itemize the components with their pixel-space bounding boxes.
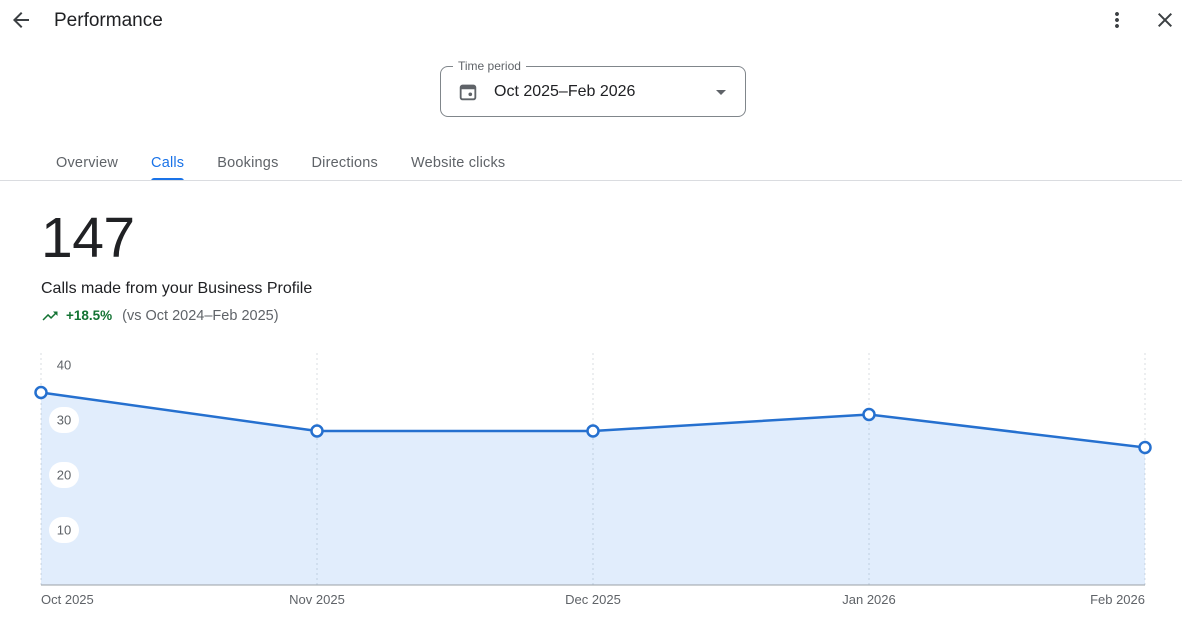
chart-point-Dec 2025[interactable]: [586, 424, 600, 438]
back-arrow-icon: [9, 8, 33, 32]
time-period-label: Time period: [453, 59, 526, 74]
tab-calls[interactable]: Calls: [151, 144, 185, 181]
calls-total-value: 147: [41, 206, 135, 270]
x-axis-label-Dec 2025: Dec 2025: [565, 592, 621, 607]
y-tick-pill-20: [49, 462, 79, 488]
calls-description: Calls made from your Business Profile: [41, 280, 313, 297]
x-axis-label-Nov 2025: Nov 2025: [289, 592, 345, 607]
trend-comparison: (vs Oct 2024–Feb 2025): [122, 307, 279, 324]
y-tick-pill-30: [49, 407, 79, 433]
chart-point-Oct 2025[interactable]: [34, 385, 48, 400]
tab-overview[interactable]: Overview: [56, 144, 118, 181]
dropdown-arrow-icon: [709, 80, 733, 104]
metric-tabs: Overview Calls Bookings Directions Websi…: [56, 144, 505, 181]
y-tick-pill-10: [49, 517, 79, 543]
chart-point-Jan 2026[interactable]: [862, 407, 876, 422]
time-period-selector[interactable]: Time period Oct 2025–Feb 2026: [440, 59, 746, 117]
y-tick-label-10: 10: [57, 523, 71, 538]
more-options-button[interactable]: [1097, 0, 1137, 40]
close-button[interactable]: [1145, 0, 1182, 40]
tabs-divider: [0, 180, 1182, 181]
y-tick-pill-40: [49, 352, 79, 378]
tab-bookings[interactable]: Bookings: [217, 144, 278, 181]
calls-line-chart[interactable]: 10 20 30 40 Oct 2025 Nov 2025 Dec 2025 Jan 2026…: [0, 350, 1182, 612]
x-axis-label-Oct 2025: Oct 2025: [41, 592, 94, 607]
trend-row: +18.5% (vs Oct 2024–Feb 2025): [41, 306, 279, 325]
x-axis-label-Feb 2026: Feb 2026: [1090, 592, 1145, 607]
tab-website-clicks[interactable]: Website clicks: [411, 144, 505, 181]
y-tick-label-20: 20: [57, 468, 71, 483]
app-bar: Performance: [0, 0, 1182, 40]
chart-area-fill: [41, 392, 1145, 585]
x-axis-label-Jan 2026: Jan 2026: [842, 592, 896, 607]
chart-point-Nov 2025[interactable]: [310, 424, 324, 438]
page-title: Performance: [54, 10, 163, 31]
trend-percent: +18.5%: [66, 308, 113, 323]
more-vert-icon: [1105, 8, 1129, 32]
y-tick-label-30: 30: [57, 413, 71, 428]
tab-directions[interactable]: Directions: [312, 144, 378, 181]
chart-point-Feb 2026[interactable]: [1138, 440, 1152, 455]
close-icon: [1153, 8, 1177, 32]
back-button[interactable]: [1, 0, 41, 40]
calendar-icon: [457, 81, 479, 103]
time-period-value: Oct 2025–Feb 2026: [494, 82, 636, 100]
chart-svg: 10 20 30 40 Oct 2025 Nov 2025 Dec 2025 Jan 2026…: [34, 352, 1152, 607]
y-tick-label-40: 40: [57, 358, 71, 373]
trending-up-icon: [41, 307, 59, 325]
